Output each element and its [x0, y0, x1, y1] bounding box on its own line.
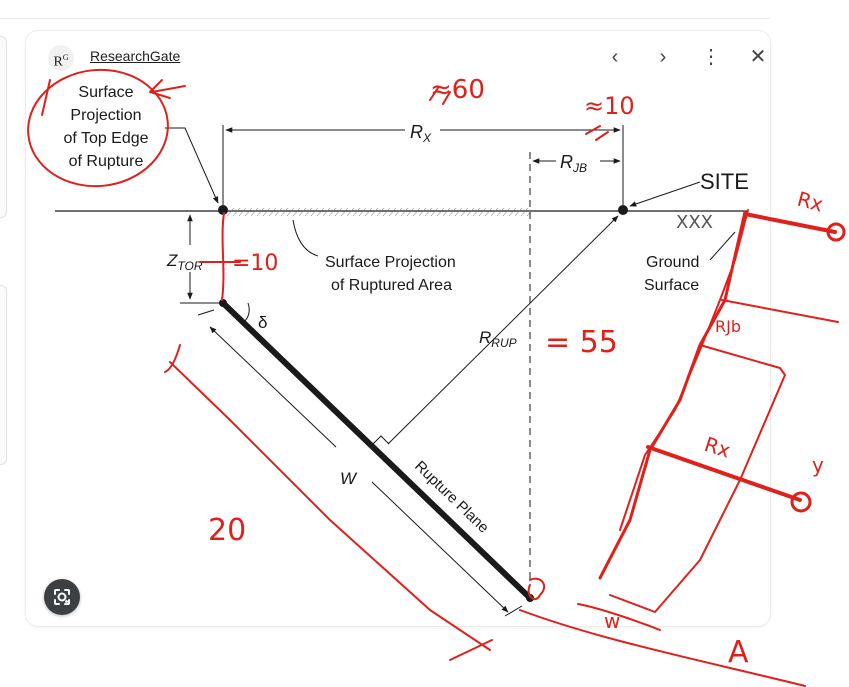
annotation-sketch-w-line — [577, 603, 661, 631]
site-leader — [629, 181, 701, 207]
source-link[interactable]: ResearchGate — [90, 48, 181, 64]
w-arrow-down — [371, 481, 509, 613]
annotation-rx-note: Rx — [795, 187, 826, 217]
ground-surface-leader — [709, 231, 736, 261]
top-edge-label-1: Surface — [78, 84, 133, 101]
annotation-sketch-rx-bottom — [646, 445, 802, 502]
ruptured-area-label-1: Surface Projection — [325, 254, 456, 271]
site-point — [618, 205, 628, 215]
ruptured-area-leader — [292, 219, 319, 257]
rrup-label: RRUP — [479, 328, 517, 350]
next-button[interactable]: › — [649, 43, 677, 71]
dip-angle-arc — [242, 302, 250, 324]
annotation-sketch-rx-top — [743, 212, 837, 234]
annotation-arrow-top-edge — [149, 79, 186, 99]
annotation-rx-mark — [429, 87, 451, 105]
rrup-line — [387, 215, 619, 445]
ztor-label: ZTOR — [166, 251, 203, 273]
previous-button[interactable]: ‹ — [601, 43, 629, 71]
viewer-header: RG ResearchGate ‹ › ⋮ ✕ — [26, 31, 770, 81]
w-extension-bottom — [504, 605, 523, 617]
google-lens-button[interactable] — [44, 579, 80, 615]
annotation-rjb-mark — [585, 125, 609, 141]
close-button[interactable]: ✕ — [744, 43, 772, 71]
annotation-stroke — [41, 79, 51, 116]
annotation-circle-top-edge — [27, 68, 169, 188]
rx-label: RX — [410, 122, 432, 145]
annotation-w-bracket — [164, 344, 491, 651]
top-divider — [0, 18, 770, 19]
annotation-ztor-value: =10 — [232, 251, 278, 276]
dip-angle-label: δ — [258, 313, 267, 332]
rupture-bottom-point — [526, 594, 534, 602]
site-hatch-mark: XXX — [676, 212, 713, 233]
top-edge-label-2: Projection — [70, 107, 141, 124]
chevron-right-icon: › — [659, 46, 667, 68]
annotation-bottom-loop — [527, 577, 546, 601]
top-edge-leader — [165, 127, 219, 204]
annotation-bottom-line — [519, 609, 806, 687]
annotation-rjb-note: RJb — [715, 317, 741, 336]
left-edge-strip — [0, 0, 8, 687]
w-extension-top — [197, 309, 215, 316]
annotation-w-tick — [449, 639, 493, 661]
rjb-label: RJB — [560, 152, 587, 175]
close-icon: ✕ — [749, 46, 767, 68]
ruptured-area-label-2: of Ruptured Area — [331, 277, 452, 294]
site-label: SITE — [700, 169, 749, 194]
annotation-a-note: A — [728, 635, 749, 670]
top-edge-label-4: of Rupture — [69, 153, 144, 170]
right-angle-mark — [372, 435, 390, 445]
ground-surface-label-2: Surface — [644, 277, 699, 294]
annotation-y-note: y — [812, 453, 824, 477]
annotation-sketch-plane-2 — [619, 209, 749, 531]
researchgate-logo[interactable]: RG — [48, 45, 74, 71]
annotation-width-value: 20 — [208, 513, 246, 548]
annotation-w-note: w — [604, 609, 620, 633]
annotation-rx-value: ≈60 — [430, 75, 485, 105]
annotation-rrup-value: = 55 — [545, 325, 618, 360]
annotation-ztor-line — [221, 212, 225, 301]
more-options-button[interactable]: ⋮ — [697, 43, 725, 71]
top-edge-point — [218, 205, 228, 215]
google-lens-icon — [54, 589, 70, 605]
chevron-left-icon: ‹ — [611, 46, 619, 68]
ruptured-area-hatch — [225, 208, 530, 216]
annotation-rx-note-2: Rx — [701, 432, 733, 463]
annotation-sketch-dot-top — [826, 222, 846, 242]
black-diagram: XXX RX RJB SITE Ground Surface Surface P… — [55, 84, 749, 617]
ground-surface-label-1: Ground — [646, 254, 699, 271]
rupture-top-point — [219, 299, 227, 307]
annotation-rjb-value: ≈10 — [584, 92, 635, 120]
annotation-sketch-dot-bottom — [790, 491, 812, 513]
more-vert-icon: ⋮ — [701, 46, 721, 68]
red-annotation-text: ≈60 ≈10 =10 = 55 20 Rx RJb Rx y w A — [208, 75, 826, 670]
top-edge-label-3: of Top Edge — [63, 130, 148, 147]
annotation-sketch-rjb-line — [721, 299, 839, 323]
rupture-plane-line — [220, 300, 533, 601]
w-label: W — [340, 469, 358, 488]
red-annotations — [27, 68, 846, 687]
w-arrow-up — [209, 326, 337, 448]
